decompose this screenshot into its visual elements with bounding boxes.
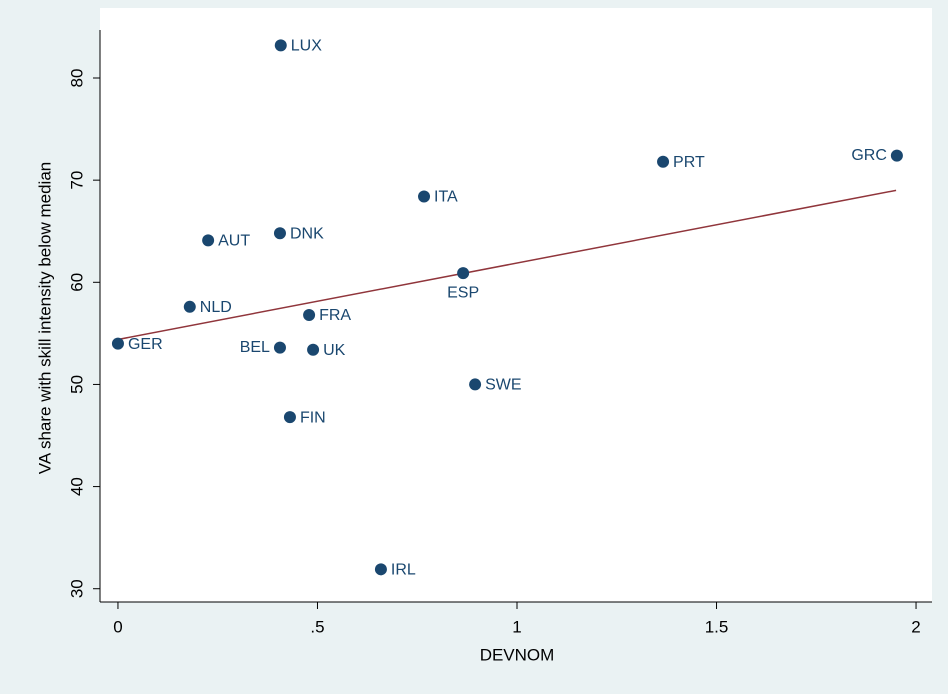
point-label: GRC: [851, 147, 887, 164]
x-tick-label: 1.5: [705, 617, 729, 636]
point-label: DNK: [290, 225, 324, 242]
point: [274, 39, 287, 52]
point: [307, 343, 320, 356]
y-tick-label: 30: [67, 579, 86, 598]
point: [657, 155, 670, 168]
point-label: GER: [128, 336, 163, 353]
y-tick-label: 80: [67, 69, 86, 88]
y-tick-label: 60: [67, 273, 86, 292]
point: [273, 227, 286, 240]
point-label: UK: [323, 342, 346, 359]
point: [283, 411, 296, 424]
point: [183, 300, 196, 313]
y-tick-label: 70: [67, 171, 86, 190]
point: [418, 190, 431, 203]
point-label: AUT: [218, 233, 250, 250]
point: [111, 337, 124, 350]
x-tick-label: 0: [113, 617, 122, 636]
point-label: FRA: [319, 307, 351, 324]
point-label: IRL: [391, 562, 416, 579]
point: [303, 308, 316, 321]
point: [374, 563, 387, 576]
point: [457, 267, 470, 280]
point-label: NLD: [200, 299, 232, 316]
point-label: SWE: [485, 377, 521, 394]
x-axis-title: DEVNOM: [480, 645, 555, 664]
point-label: BEL: [240, 339, 270, 356]
x-tick-label: .5: [310, 617, 324, 636]
y-tick-label: 50: [67, 375, 86, 394]
fit-line: [117, 189, 897, 341]
y-tick-label: 40: [67, 477, 86, 496]
point-label: LUX: [291, 38, 322, 55]
point-label: ESP: [447, 284, 479, 301]
x-tick-label: 2: [911, 617, 920, 636]
y-axis-title: VA share with skill intensity below medi…: [35, 162, 54, 474]
point: [273, 341, 286, 354]
point-label: PRT: [673, 154, 705, 171]
x-tick-label: 1: [512, 617, 521, 636]
point-label: FIN: [300, 409, 326, 426]
point: [890, 149, 903, 162]
point: [202, 234, 215, 247]
point-label: ITA: [434, 189, 458, 206]
point: [469, 378, 482, 391]
plot-area: [100, 8, 932, 602]
